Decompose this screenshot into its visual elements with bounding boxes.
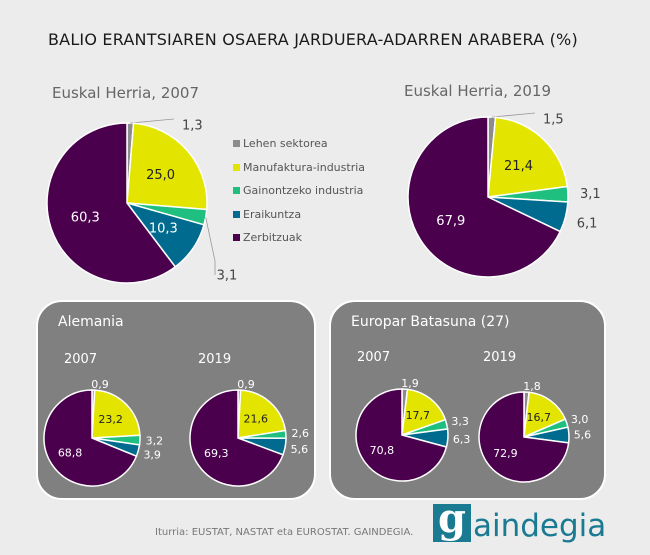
pie-slice-zerbitzuak xyxy=(478,391,570,483)
legend: Lehen sektorea Manufaktura-industria Gai… xyxy=(233,132,365,250)
gaindegia-logo: g aindegia xyxy=(433,499,607,544)
data-label: 10,3 xyxy=(149,221,178,236)
year-label: 2019 xyxy=(483,350,517,365)
data-label: 68,8 xyxy=(58,447,83,460)
pie-title-eh-2019: Euskal Herria, 2019 xyxy=(404,82,551,100)
legend-item: Gainontzeko industria xyxy=(233,179,365,203)
legend-swatch xyxy=(233,140,240,148)
pie-slice-manufaktura-industria xyxy=(487,116,569,198)
pie-slice-manufaktura-industria xyxy=(126,122,208,211)
data-label: 67,9 xyxy=(436,214,465,229)
data-label: 1,5 xyxy=(543,113,564,128)
legend-label: Eraikuntza xyxy=(243,207,302,221)
main-title: BALIO ERANTSIAREN OSAERA JARDUERA-ADARRE… xyxy=(48,30,578,49)
data-label: 2,6 xyxy=(291,427,309,440)
data-label: 0,9 xyxy=(91,378,109,391)
leader-line xyxy=(491,112,536,118)
data-label: 0,9 xyxy=(237,378,255,391)
data-label: 60,3 xyxy=(71,211,100,226)
pie-slice-zerbitzuak xyxy=(189,389,284,487)
data-label: 5,6 xyxy=(574,428,592,441)
pie-slice-zerbitzuak xyxy=(43,389,138,487)
logo-text: aindegia xyxy=(473,508,607,544)
pie-slice-manufaktura-industria xyxy=(237,389,287,439)
data-label: 3,3 xyxy=(451,415,469,428)
data-label: 6,1 xyxy=(577,216,598,231)
data-label: 3,0 xyxy=(571,413,589,426)
data-label: 3,1 xyxy=(217,269,238,284)
data-label: 1,9 xyxy=(401,377,419,390)
data-label: 70,8 xyxy=(370,444,395,457)
data-label: 21,4 xyxy=(504,159,533,174)
data-label: 17,7 xyxy=(406,409,431,422)
pie-slice-manufaktura-industria xyxy=(401,388,447,437)
pie-slice-zerbitzuak xyxy=(355,388,448,482)
year-label: 2007 xyxy=(357,350,391,365)
data-label: 3,9 xyxy=(143,448,161,461)
legend-label: Manufaktura-industria xyxy=(243,160,366,174)
data-label: 69,3 xyxy=(204,447,229,460)
pie-slice-manufaktura-industria xyxy=(91,389,141,439)
data-label: 5,6 xyxy=(291,443,309,456)
legend-item: Zerbitzuak xyxy=(233,226,365,250)
data-label: 25,0 xyxy=(146,168,175,183)
legend-item: Manufaktura-industria xyxy=(233,156,365,180)
panel-title: Alemania xyxy=(58,314,124,330)
legend-swatch xyxy=(233,163,240,171)
data-label: 3,2 xyxy=(146,435,164,448)
legend-swatch xyxy=(233,210,240,218)
legend-swatch xyxy=(233,234,240,242)
data-label: 21,6 xyxy=(243,412,268,425)
data-label: 1,3 xyxy=(182,119,203,134)
panel-title: Europar Batasuna (27) xyxy=(351,314,510,330)
logo-g: g xyxy=(433,499,471,542)
data-label: 6,3 xyxy=(453,433,471,446)
leader-line xyxy=(130,118,175,124)
year-label: 2019 xyxy=(198,352,232,367)
leader-line xyxy=(205,217,216,275)
data-label: 16,7 xyxy=(526,411,551,424)
data-label: 23,2 xyxy=(98,413,123,426)
data-label: 3,1 xyxy=(580,187,601,202)
source-note: Iturria: EUSTAT, NASTAT eta EUROSTAT. GA… xyxy=(155,527,414,538)
legend-label: Gainontzeko industria xyxy=(243,184,364,198)
year-label: 2007 xyxy=(64,352,98,367)
legend-item: Lehen sektorea xyxy=(233,132,365,156)
legend-swatch xyxy=(233,187,240,195)
legend-item: Eraikuntza xyxy=(233,203,365,227)
data-label: 1,8 xyxy=(523,380,541,393)
data-label: 72,9 xyxy=(493,447,518,460)
pie-title-eh-2007: Euskal Herria, 2007 xyxy=(52,84,199,102)
pie-slice-zerbitzuak xyxy=(407,116,562,278)
pie-slice-zerbitzuak xyxy=(46,122,177,284)
legend-label: Zerbitzuak xyxy=(243,231,303,245)
legend-label: Lehen sektorea xyxy=(243,137,328,151)
pie-slice-manufaktura-industria xyxy=(523,391,567,439)
